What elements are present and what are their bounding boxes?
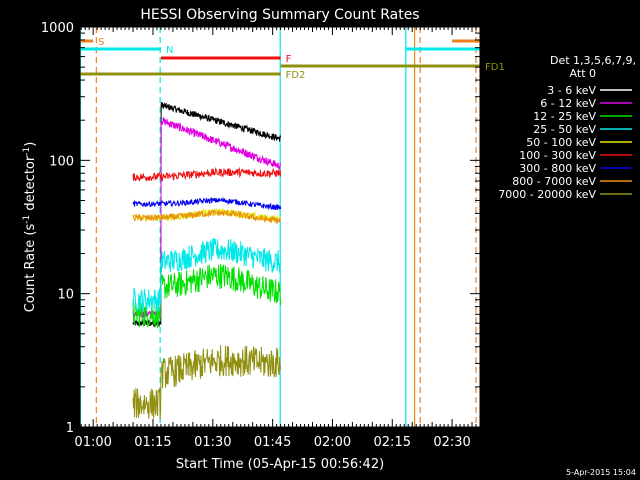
legend-label-50-100-kev: 50 - 100 keV <box>526 136 596 149</box>
legend-label-100-300-kev: 100 - 300 keV <box>519 149 596 162</box>
series-line-800-7000-kev <box>132 209 281 224</box>
y-axis-label: Count Rate (s-1 detector-1) <box>22 142 38 313</box>
y-axis-label-sup1: -1 <box>22 215 32 224</box>
x-axis-label: Start Time (05-Apr-15 00:56:42) <box>176 457 384 472</box>
axis-ticks: 01:00 01:15 01:30 01:45 02:00 02:15 02:30 1 10 10… <box>41 21 480 450</box>
y-axis-label-mid: detector <box>23 155 38 215</box>
series-line-300-800-kev <box>132 196 282 211</box>
x-tick-label-02-15: 02:15 <box>374 435 411 450</box>
legend-label-6-12-kev: 6 - 12 keV <box>540 97 596 110</box>
legend-label-300-800-kev: 300 - 800 keV <box>519 162 596 175</box>
legend-label-800-7000-kev: 800 - 7000 keV <box>512 175 596 188</box>
y-axis-label-start: Count Rate (s <box>23 224 38 313</box>
y-tick-label-10: 10 <box>57 288 74 303</box>
legend-label-7000-20000-kev: 7000 - 20000 keV <box>498 188 596 201</box>
legend-title-2: Att 0 <box>570 67 596 80</box>
chart-title: HESSI Observing Summary Count Rates <box>140 7 419 23</box>
series-line-100-300-kev <box>132 166 282 182</box>
series-line-25-50-kev <box>132 237 282 312</box>
y-tick-label-100: 100 <box>49 154 74 169</box>
flag-label-s: S <box>98 37 104 48</box>
y-axis-label-sup2: -1 <box>22 147 32 156</box>
flag-label-fd2: FD2 <box>286 70 306 81</box>
flag-label-n: N <box>166 45 173 56</box>
x-tick-label-02-00: 02:00 <box>314 435 351 450</box>
flag-bars: S N F FD1 FD2 <box>80 37 505 81</box>
legend-label-3-6-kev: 3 - 6 keV <box>547 84 596 97</box>
series-lines <box>132 102 282 420</box>
timestamp: 5-Apr-2015 15:04 <box>566 468 636 477</box>
y-tick-label-1: 1 <box>66 421 74 436</box>
y-axis-label-end: ) <box>23 142 38 147</box>
y-tick-label-1000: 1000 <box>41 21 74 36</box>
x-tick-label-01-45: 01:45 <box>254 435 291 450</box>
series-line-12-25-kev <box>132 264 282 329</box>
x-tick-label-02-30: 02:30 <box>433 435 470 450</box>
flag-label-f: F <box>286 54 292 65</box>
plot-frame <box>79 26 481 428</box>
legend-label-25-50-kev: 25 - 50 keV <box>533 123 596 136</box>
legend-label-12-25-kev: 12 - 25 keV <box>533 110 596 123</box>
x-tick-label-01-00: 01:00 <box>74 435 111 450</box>
x-tick-label-01-15: 01:15 <box>134 435 171 450</box>
flag-label-fd1: FD1 <box>485 62 505 73</box>
legend-title-1: Det 1,3,5,6,7,9, <box>550 54 636 67</box>
x-tick-label-01-30: 01:30 <box>194 435 231 450</box>
series-line-7000-20000-kev <box>132 345 282 420</box>
